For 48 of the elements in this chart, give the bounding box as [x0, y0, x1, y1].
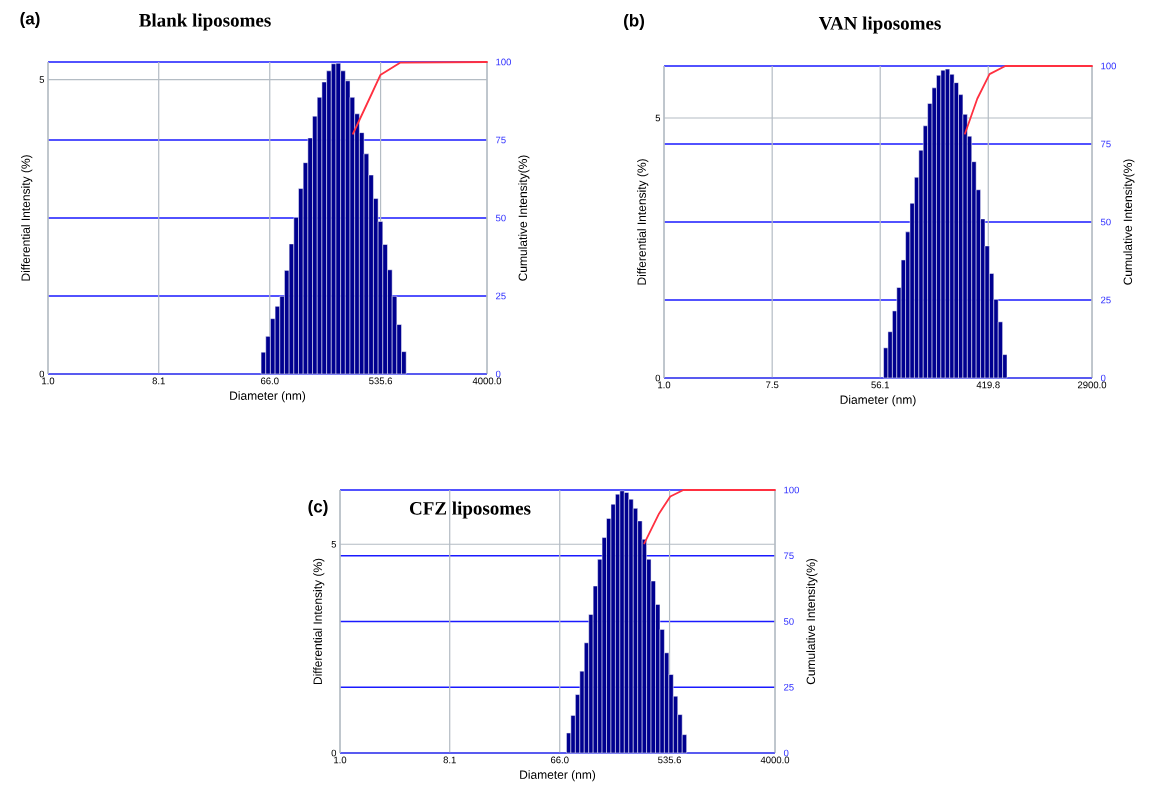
y-axis-title: Differential Intensity (%)	[637, 159, 649, 285]
y2-axis-title: Cumulative Intensity(%)	[806, 558, 818, 685]
x-tick-label: 66.0	[261, 377, 279, 385]
y2-tick-label: 25	[1101, 296, 1111, 304]
text: (c)	[308, 500, 328, 516]
x-tick-label: 4000.0	[760, 756, 790, 764]
y2-tick-label: 0	[1100, 374, 1106, 382]
y2-tick-label: 0	[495, 370, 501, 378]
x-axis-title: Diameter (nm)	[230, 391, 306, 403]
text: (b)	[624, 14, 645, 30]
y2-tick-label: 75	[784, 552, 794, 560]
y2-tick-label: 50	[495, 214, 506, 222]
x-tick-label: 2900.0	[1077, 381, 1107, 389]
x-tick-label: 56.1	[871, 381, 889, 389]
y-tick-label: 5	[331, 540, 337, 548]
chart-title: Blank liposomes	[139, 13, 271, 31]
chart-title: VAN liposomes	[818, 16, 941, 34]
x-tick-label: 1.0	[658, 381, 671, 389]
x-tick-label: 8.1	[152, 377, 165, 385]
y2-tick-label: 100	[784, 486, 800, 494]
x-tick-label: 7.5	[766, 381, 779, 389]
y2-tick-label: 50	[1100, 218, 1111, 226]
y-axis-title: Differential Intensity (%)	[21, 155, 33, 281]
y2-tick-label: 25	[784, 683, 794, 691]
x-tick-label: 419.8	[976, 381, 1000, 389]
y2-tick-label: 50	[783, 618, 794, 625]
y-tick-label: 5	[655, 114, 661, 122]
x-axis-title: Diameter (nm)	[840, 395, 916, 407]
y2-tick-label: 25	[496, 292, 506, 300]
y2-tick-label: 75	[496, 136, 506, 144]
x-tick-label: 8.1	[443, 756, 456, 764]
y-tick-label: 5	[39, 76, 45, 83]
x-tick-label: 535.6	[369, 377, 393, 385]
y2-tick-label: 0	[783, 749, 789, 757]
y2-tick-label: 75	[1101, 140, 1111, 148]
y-axis-title: Differential Intensity (%)	[313, 558, 325, 685]
x-axis-title: Diameter (nm)	[520, 770, 596, 782]
text: CFZ liposomes	[409, 501, 531, 519]
y2-tick-label: 100	[1101, 62, 1117, 70]
x-tick-label: 535.6	[658, 756, 682, 764]
y2-tick-label: 100	[496, 58, 512, 66]
x-tick-label: 1.0	[42, 377, 55, 385]
y2-axis-title: Cumulative Intensity(%)	[1123, 159, 1135, 285]
x-tick-label: 66.0	[550, 756, 569, 764]
x-tick-label: 4000.0	[472, 377, 502, 385]
x-tick-label: 1.0	[334, 756, 347, 764]
y2-axis-title: Cumulative Intensity(%)	[518, 155, 530, 281]
text: (a)	[20, 12, 40, 28]
